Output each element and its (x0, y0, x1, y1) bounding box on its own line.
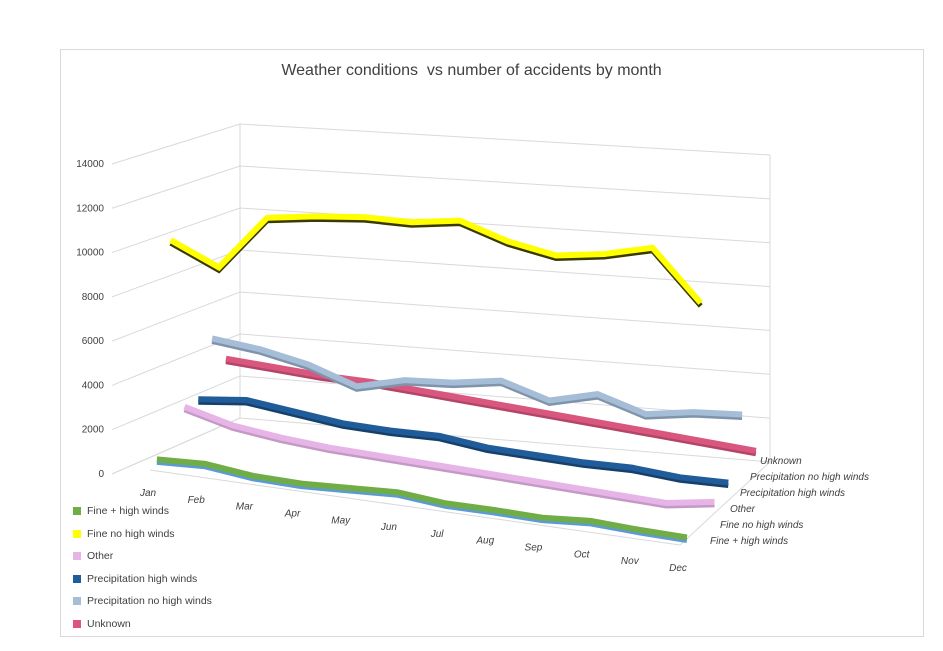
series-precipitation-no-high-winds (211, 335, 743, 420)
x-tick-label: Aug (475, 536, 494, 547)
grid-lines (111, 123, 771, 546)
gridline (111, 207, 771, 254)
legend-item: Fine no high winds (73, 523, 212, 546)
legend-swatch (73, 597, 81, 606)
depth-axis-label: Fine no high winds (720, 520, 803, 531)
x-tick-label: Nov (621, 556, 640, 567)
chart-frame (60, 49, 924, 637)
series-line (183, 404, 715, 506)
x-tick-label: Apr (284, 508, 301, 519)
y-tick-label: 4000 (82, 380, 105, 391)
gridline (111, 333, 771, 386)
legend-label: Other (87, 550, 114, 563)
y-tick-label: 10000 (76, 248, 104, 259)
legend-swatch (73, 507, 81, 516)
x-tick-label: Jul (430, 529, 445, 540)
series-fine-high-winds (156, 456, 688, 543)
chart-title: Weather conditions vs number of accident… (281, 62, 662, 79)
series-lines (156, 213, 757, 543)
legend-label: Unknown (87, 617, 131, 630)
depth-axis-label: Precipitation high winds (740, 488, 845, 499)
x-tick-label: May (331, 515, 351, 526)
legend-label: Precipitation high winds (87, 572, 198, 585)
y-tick-label: 6000 (82, 336, 105, 347)
legend-item: Other (73, 545, 212, 568)
floor-edge (149, 469, 681, 546)
legend-label: Precipitation no high winds (87, 595, 212, 608)
x-tick-label: Sep (525, 543, 543, 554)
x-tick-label: Jan (139, 488, 157, 499)
series-line-edge (183, 407, 715, 509)
series-fine-no-high-winds (169, 213, 703, 308)
gridline (111, 165, 771, 209)
y-tick-label: 8000 (82, 292, 105, 303)
depth-axis-label: Unknown (760, 456, 802, 467)
series-precipitation-high-winds (198, 396, 729, 489)
axis-labels: 0 2000 4000 6000 8000 10000 12000 14000 Jan Feb Ma… (76, 159, 869, 574)
legend-swatch (73, 619, 81, 628)
x-tick-label: Jun (380, 522, 398, 533)
legend-swatch (73, 529, 81, 538)
legend-item: Precipitation no high winds (73, 590, 212, 613)
legend-item: Fine + high winds (73, 500, 212, 523)
y-tick-label: 0 (98, 469, 104, 480)
gridline (111, 123, 771, 165)
floor-edge (111, 417, 241, 475)
x-tick-label: Dec (669, 563, 687, 574)
series-line (169, 213, 703, 305)
x-tick-label: Oct (574, 549, 591, 560)
legend-item: Precipitation high winds (73, 568, 212, 591)
series-line (156, 456, 688, 541)
series-other (183, 404, 715, 509)
x-tick-label: Feb (188, 495, 206, 506)
legend-swatch (73, 574, 81, 583)
series-line (225, 355, 757, 454)
legend-swatch (73, 552, 81, 561)
y-tick-label: 12000 (76, 203, 104, 214)
y-tick-label: 14000 (76, 159, 104, 170)
legend-item: Unknown (73, 613, 212, 636)
legend-label: Fine + high winds (87, 505, 170, 518)
depth-axis-label: Other (730, 504, 756, 515)
depth-axis-label: Precipitation no high winds (750, 472, 869, 483)
legend: Fine + high winds Fine no high winds Other… (73, 500, 212, 635)
floor-edge (679, 461, 771, 546)
legend-label: Fine no high winds (87, 527, 175, 540)
series-unknown (225, 355, 757, 457)
gridline (111, 291, 771, 342)
series-line (211, 335, 743, 418)
depth-axis-label: Fine + high winds (710, 536, 788, 547)
y-tick-label: 2000 (82, 425, 105, 436)
x-tick-label: Mar (236, 502, 254, 513)
series-line (198, 396, 729, 486)
